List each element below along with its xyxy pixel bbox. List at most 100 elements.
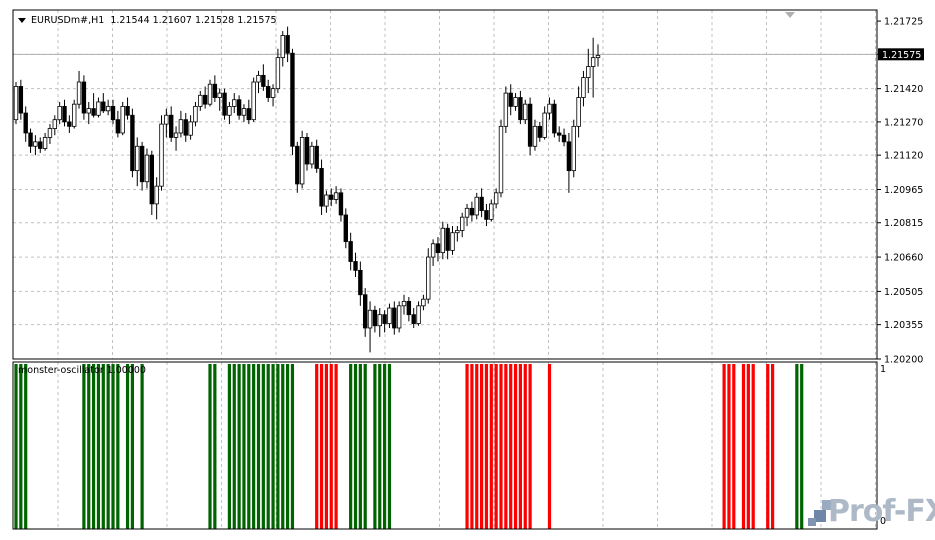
candle-body bbox=[367, 309, 373, 329]
candle-body bbox=[299, 137, 305, 185]
candle-body bbox=[76, 81, 82, 105]
price-tick-label: 1.20965 bbox=[884, 185, 923, 196]
shift-marker-icon[interactable] bbox=[785, 12, 795, 18]
candle-body bbox=[13, 86, 19, 121]
oscillator-bar bbox=[727, 364, 731, 529]
candle-body bbox=[523, 103, 528, 121]
candlestick-series bbox=[13, 26, 601, 353]
candle-body bbox=[377, 314, 382, 327]
current-price-marker bbox=[878, 48, 924, 61]
oscillator-axis: 1 0 bbox=[880, 364, 886, 527]
candle-body bbox=[396, 305, 402, 329]
oscillator-bar bbox=[227, 364, 231, 529]
candle-body bbox=[324, 194, 329, 207]
oscillator-bar bbox=[489, 364, 493, 529]
price-pane-border bbox=[12, 9, 878, 360]
candle-body bbox=[532, 125, 538, 147]
candle-body bbox=[464, 207, 470, 218]
candle-body bbox=[590, 57, 596, 67]
oscillator-bar bbox=[315, 364, 319, 529]
oscillator-bar bbox=[494, 364, 498, 529]
candle-body bbox=[576, 97, 581, 127]
candle-body bbox=[207, 83, 213, 105]
candle-body bbox=[518, 97, 523, 121]
price-tick-label: 1.20200 bbox=[884, 355, 923, 366]
oscillator-bar bbox=[353, 364, 358, 529]
candle-body bbox=[358, 269, 363, 296]
candle-body bbox=[338, 192, 344, 216]
candle-body bbox=[227, 105, 232, 116]
candle-body bbox=[91, 108, 96, 116]
oscillator-bar bbox=[82, 364, 86, 529]
oscillator-bar bbox=[111, 364, 115, 529]
candle-body bbox=[469, 207, 475, 216]
candle-body bbox=[265, 86, 271, 98]
candle-body bbox=[314, 145, 319, 169]
candle-body bbox=[105, 105, 111, 112]
candle-body bbox=[387, 307, 392, 324]
oscillator-bar bbox=[383, 364, 387, 529]
candle-body bbox=[270, 88, 276, 98]
candle-body bbox=[168, 114, 174, 138]
candle-body bbox=[595, 55, 601, 59]
oscillator-label: monster-oscillator 1.00000 bbox=[18, 365, 146, 376]
candle-body bbox=[198, 94, 203, 107]
candle-body bbox=[333, 192, 339, 200]
collapse-triangle-icon[interactable] bbox=[18, 18, 26, 23]
price-axis[interactable]: 1.21725 1.21575 1.21420 1.21270 1.21120 1.209… bbox=[877, 17, 924, 366]
candle-body bbox=[86, 108, 91, 114]
candle-body bbox=[101, 101, 106, 112]
candle-body bbox=[566, 141, 572, 172]
candle-body bbox=[57, 105, 62, 121]
oscillator-bar bbox=[290, 364, 295, 529]
candle-body bbox=[372, 309, 378, 327]
candle-body bbox=[508, 92, 513, 107]
candle-body bbox=[246, 108, 251, 121]
candle-body bbox=[188, 121, 193, 136]
candle-body bbox=[348, 241, 353, 262]
oscillator-bar bbox=[363, 364, 367, 529]
candle-body bbox=[319, 168, 324, 207]
watermark-logo: Prof-FX bbox=[808, 492, 935, 538]
oscillator-bar bbox=[751, 364, 755, 529]
candle-body bbox=[309, 145, 315, 165]
ohlc-values: 1.21544 1.21607 1.21528 1.21575 bbox=[110, 15, 277, 26]
candle-body bbox=[527, 103, 533, 147]
current-price-label: 1.21575 bbox=[882, 50, 921, 61]
candle-body bbox=[52, 119, 57, 129]
candle-body bbox=[275, 57, 281, 90]
oscillator-bar bbox=[499, 364, 503, 529]
candle-body bbox=[581, 77, 586, 98]
candle-body bbox=[38, 141, 43, 149]
oscillator-bar bbox=[266, 364, 270, 529]
candle-body bbox=[261, 74, 266, 87]
candle-body bbox=[421, 298, 426, 307]
price-tick-label: 1.20505 bbox=[884, 287, 923, 298]
price-tick-label: 1.20660 bbox=[884, 253, 923, 264]
oscillator-bar bbox=[504, 364, 508, 529]
oscillator-bar bbox=[771, 364, 775, 529]
watermark-text: Prof-FX bbox=[828, 494, 935, 529]
oscillator-bar bbox=[242, 364, 246, 529]
candle-body bbox=[164, 114, 169, 125]
oscillator-bar bbox=[271, 364, 275, 529]
oscillator-bar bbox=[358, 364, 362, 529]
oscillator-bar bbox=[475, 364, 479, 529]
price-tick-label: 1.21270 bbox=[884, 117, 923, 128]
oscillator-bar bbox=[261, 364, 265, 529]
oscillator-bar bbox=[480, 364, 484, 529]
candle-body bbox=[212, 83, 218, 98]
oscillator-bar bbox=[528, 364, 532, 529]
oscillator-bar bbox=[96, 364, 101, 529]
oscillator-bar bbox=[329, 364, 333, 529]
oscillator-bar bbox=[484, 364, 489, 529]
candle-body bbox=[474, 196, 479, 216]
candle-body bbox=[285, 35, 290, 54]
candle-body bbox=[173, 132, 179, 138]
oscillator-bar bbox=[252, 364, 256, 529]
candle-body bbox=[362, 294, 368, 329]
candle-body bbox=[435, 243, 441, 254]
candle-body bbox=[416, 305, 421, 324]
candle-body bbox=[72, 103, 77, 127]
